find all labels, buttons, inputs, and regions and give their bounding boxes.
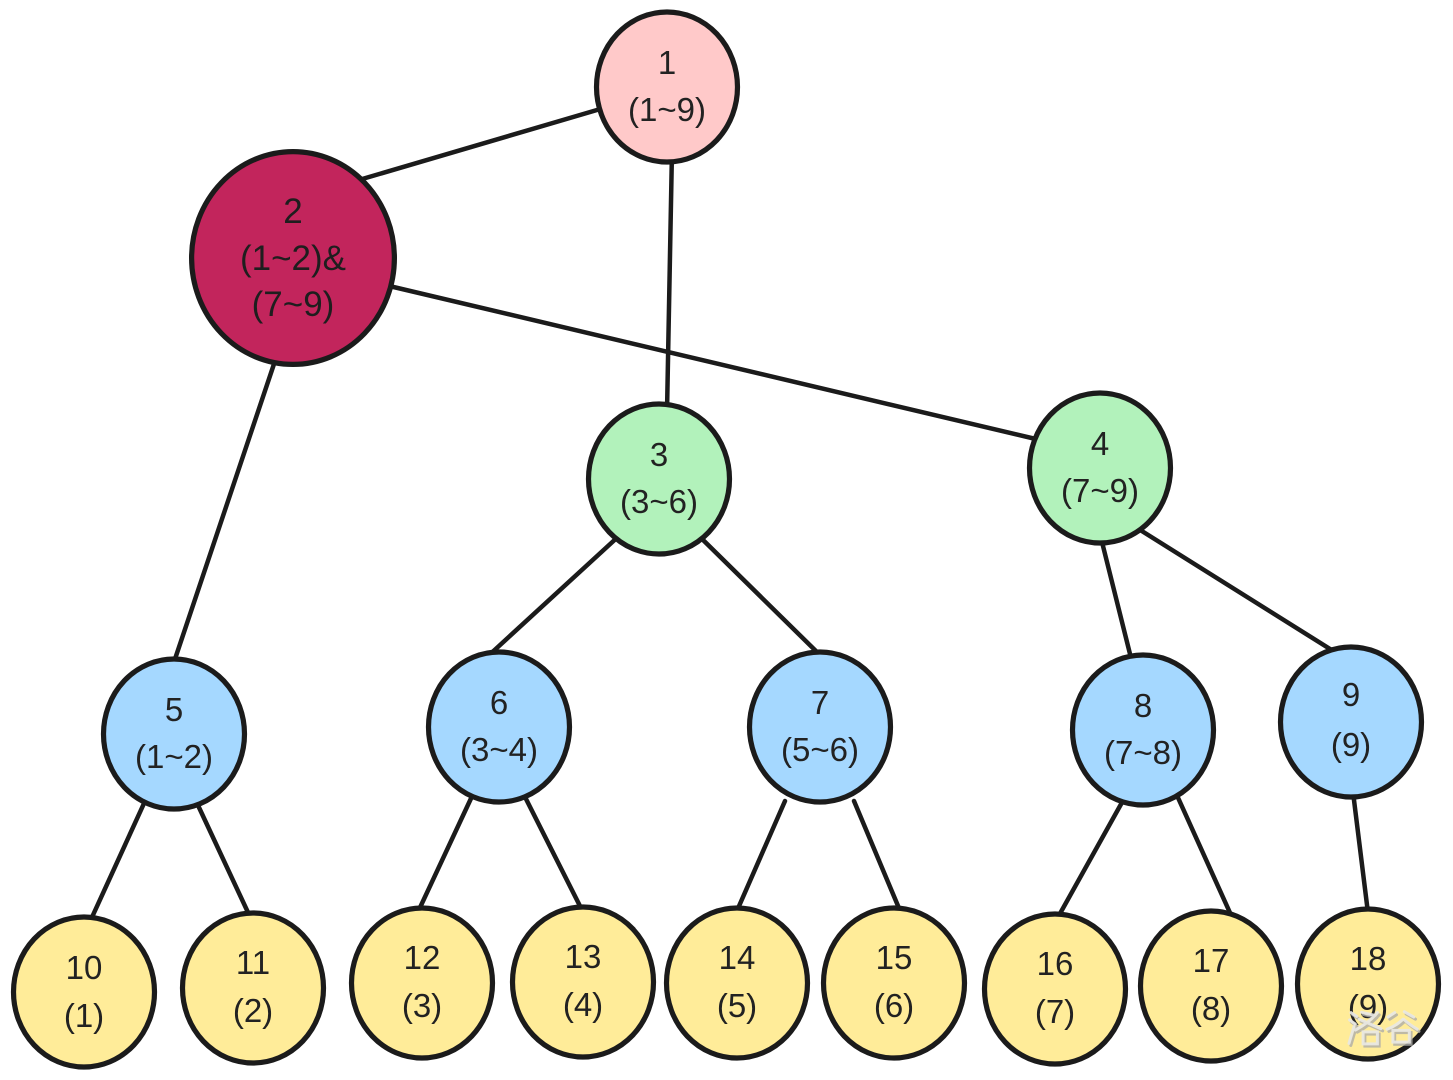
svg-text:(9): (9) — [1348, 988, 1388, 1025]
svg-text:(5): (5) — [717, 987, 757, 1024]
svg-text:(2): (2) — [233, 992, 273, 1029]
svg-text:3: 3 — [650, 436, 668, 473]
svg-text:(5~6): (5~6) — [781, 731, 859, 768]
svg-text:1: 1 — [658, 44, 676, 81]
svg-text:12: 12 — [404, 939, 441, 976]
svg-text:16: 16 — [1037, 945, 1074, 982]
svg-text:4: 4 — [1091, 425, 1109, 462]
svg-text:15: 15 — [876, 939, 913, 976]
svg-text:(3~4): (3~4) — [460, 731, 538, 768]
svg-text:11: 11 — [236, 944, 270, 981]
svg-text:(8): (8) — [1191, 990, 1231, 1027]
svg-text:(6): (6) — [874, 987, 914, 1024]
svg-text:(1): (1) — [64, 997, 104, 1034]
svg-text:(7~9): (7~9) — [1061, 472, 1139, 509]
svg-text:(7~8): (7~8) — [1104, 734, 1182, 771]
svg-text:13: 13 — [565, 938, 602, 975]
svg-text:(1~2): (1~2) — [135, 738, 213, 775]
svg-text:17: 17 — [1193, 942, 1230, 979]
svg-text:(1~2)&: (1~2)& — [240, 239, 346, 278]
svg-text:9: 9 — [1342, 676, 1360, 713]
svg-text:(9): (9) — [1331, 726, 1371, 763]
svg-text:6: 6 — [490, 684, 508, 721]
svg-text:(3): (3) — [402, 987, 442, 1024]
svg-text:(7): (7) — [1035, 993, 1075, 1030]
svg-text:(4): (4) — [563, 986, 603, 1023]
svg-text:8: 8 — [1134, 687, 1152, 724]
svg-text:10: 10 — [66, 949, 103, 986]
svg-text:18: 18 — [1350, 940, 1387, 977]
svg-text:(1~9): (1~9) — [628, 91, 706, 128]
svg-text:(3~6): (3~6) — [620, 483, 698, 520]
svg-text:14: 14 — [719, 939, 756, 976]
svg-text:5: 5 — [165, 691, 183, 728]
svg-text:(7~9): (7~9) — [252, 285, 335, 324]
svg-text:2: 2 — [283, 192, 302, 231]
svg-text:7: 7 — [811, 684, 829, 721]
